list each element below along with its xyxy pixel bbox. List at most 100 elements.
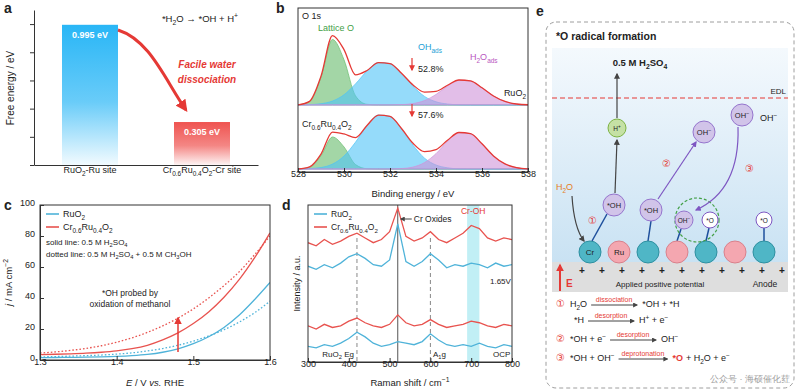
annotation: dissociation [178, 74, 236, 85]
species-circle [603, 194, 625, 216]
species: OH− [697, 127, 711, 137]
panel-label: b [276, 0, 285, 16]
text-run: Lattice O [318, 23, 354, 33]
step-number: ① [556, 298, 565, 309]
tick: 1.3 [34, 356, 47, 367]
tick-label: Cr0.6Ru0.4O2-Cr site [163, 165, 242, 177]
text-run: vs. [149, 377, 161, 388]
annotation: H2Oads [470, 52, 498, 64]
text-run: + [619, 265, 625, 276]
tick: Cr0.6Ru0.4O2-Cr site [163, 165, 242, 177]
axis-line [41, 360, 271, 361]
species: OH− [760, 112, 778, 123]
line [40, 283, 270, 358]
axis-title: Intensity / a.u. [292, 255, 302, 311]
text-run: EDL [770, 87, 786, 96]
text-run: + [599, 265, 605, 276]
tick-mark [40, 205, 44, 206]
tick-label: 400 [342, 359, 357, 369]
text-run: *OH + e [570, 334, 602, 344]
text-run: Ru [181, 165, 193, 175]
tick-mark [30, 52, 34, 53]
text-run: 1.65V [490, 277, 512, 286]
text-run: O + e [704, 353, 726, 363]
text-run: OH [760, 113, 774, 123]
annotation: oxidation of methanol [90, 299, 171, 309]
text-run: desorption [595, 312, 628, 320]
axis-line [34, 11, 35, 166]
anode [552, 262, 788, 292]
text-run: O 1s [302, 11, 322, 21]
text-run: + [759, 265, 765, 276]
tick-mark [30, 109, 34, 110]
tick: 20 [25, 322, 44, 332]
text-run: 2 [348, 124, 352, 131]
text-run: ② [556, 333, 565, 344]
text-run: 300 [301, 359, 316, 369]
charge: + [699, 265, 705, 276]
annotation: Cr0.6Ru0.4O2 [302, 119, 352, 131]
frame-box [546, 22, 794, 388]
tick: 400 [342, 358, 357, 369]
tick: 60 [25, 260, 44, 270]
panel-label: e [536, 3, 544, 19]
charge: + [579, 265, 585, 276]
text-run: − [611, 352, 615, 359]
tick: RuO2-Ru site [63, 165, 116, 177]
text-run: deprotonation [622, 350, 665, 358]
text-run: − [774, 112, 778, 119]
plot-frame [298, 8, 528, 172]
species-circle [640, 199, 662, 221]
equation-text: *H [574, 315, 584, 325]
annotation: 1.65V [490, 277, 512, 286]
charge: + [779, 265, 785, 276]
text-run: 20 [25, 322, 35, 332]
species-circle [702, 212, 718, 228]
panel-e: e*O radical formation0.5 M H2SO4EDL+++++… [536, 3, 794, 388]
text-run: 600 [423, 359, 438, 369]
tick-mark [40, 236, 44, 237]
equation-text: H2O [570, 299, 587, 311]
tick-label: 80 [25, 229, 35, 239]
plot-frame [308, 205, 512, 362]
text-run: + [679, 265, 685, 276]
tick [30, 52, 34, 53]
band [467, 205, 479, 362]
text-run: ① [588, 215, 597, 226]
line [40, 301, 270, 357]
tick: 100 [20, 198, 44, 208]
text-run: 2 [348, 214, 352, 221]
area [298, 39, 528, 104]
arrow [591, 305, 637, 306]
site [753, 241, 775, 263]
tick-label: RuO2-Ru site [63, 165, 116, 177]
legend-label: RuO2 [63, 209, 86, 221]
tick-label: 60 [25, 260, 35, 270]
text-run: RuO [63, 209, 82, 219]
tick [30, 24, 34, 25]
text-run: ② [662, 158, 671, 169]
text-run: + 0.5 M CH [133, 250, 176, 259]
text-run: + [639, 265, 645, 276]
text-run: 0.6 [172, 170, 181, 177]
tick-label: 534 [429, 169, 444, 179]
text-run: OCP [493, 350, 510, 359]
plot-area [308, 205, 512, 362]
arrow [588, 321, 634, 322]
text-run: 1.4 [111, 357, 124, 367]
text-run: 0.5 M H [613, 57, 646, 68]
tick-label: 500 [383, 359, 398, 369]
text-run: Cr [586, 248, 595, 257]
text-run: O [341, 119, 348, 129]
plot-area [298, 36, 528, 169]
text-run: 532 [383, 169, 398, 179]
species: OH− [678, 216, 691, 223]
tick-label: 1.4 [111, 357, 124, 367]
text-run: 536 [475, 169, 490, 179]
text-run: 4 [124, 242, 128, 248]
equation-text: *O [672, 353, 683, 363]
text-run: ads [432, 47, 442, 54]
text-run: dissociation [178, 74, 236, 85]
species: OH− [735, 110, 749, 120]
text-run: E [566, 278, 573, 289]
